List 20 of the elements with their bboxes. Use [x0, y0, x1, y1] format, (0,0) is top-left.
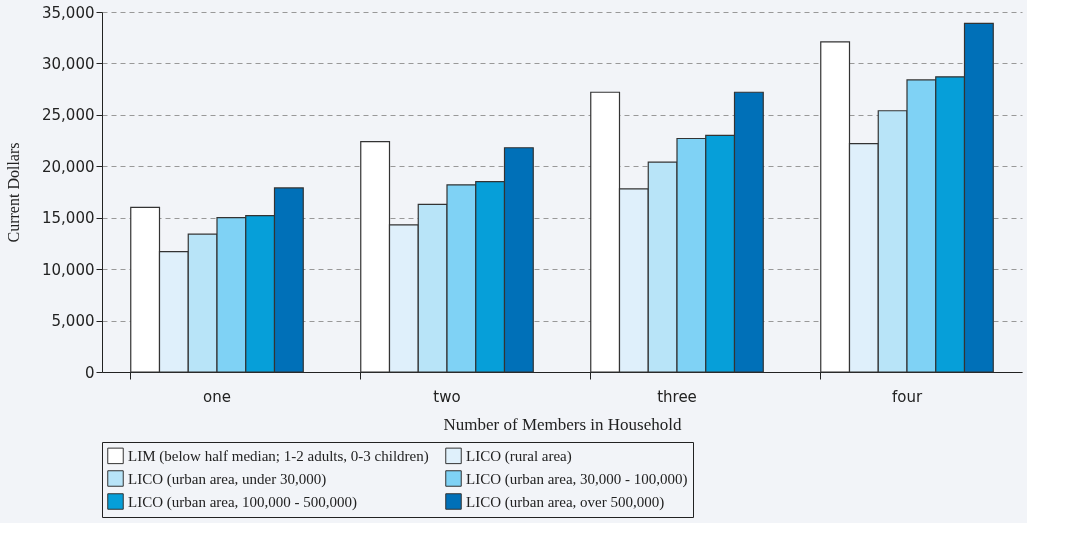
y-axis-title: Current Dollars — [5, 142, 23, 243]
legend-label: LIM (below half median; 1-2 adults, 0-3 children) — [128, 447, 429, 465]
x-tick-label: one — [203, 387, 231, 406]
legend-label: LICO (urban area, under 30,000) — [128, 470, 327, 488]
y-tick-label: 15,000 — [42, 209, 95, 228]
y-tick-label: 35,000 — [42, 3, 95, 22]
legend-label: LICO (rural area) — [466, 447, 572, 465]
x-tick-label: four — [891, 387, 923, 406]
y-tick-label: 20,000 — [42, 157, 95, 176]
y-tick-label: 25,000 — [42, 106, 95, 125]
legend-label: LICO (urban area, 30,000 - 100,000) — [466, 470, 688, 488]
x-tick-label: two — [433, 387, 461, 406]
x-axis-title: Number of Members in Household — [443, 414, 682, 434]
y-tick-label: 5,000 — [51, 312, 95, 331]
x-tick-label: three — [657, 387, 697, 406]
legend-label: LICO (urban area, 100,000 - 500,000) — [128, 493, 358, 511]
y-tick-label: 30,000 — [42, 54, 95, 73]
y-tick-label: 0 — [84, 363, 95, 382]
legend-label: LICO (urban area, over 500,000) — [466, 493, 665, 511]
y-tick-label: 10,000 — [42, 260, 95, 279]
